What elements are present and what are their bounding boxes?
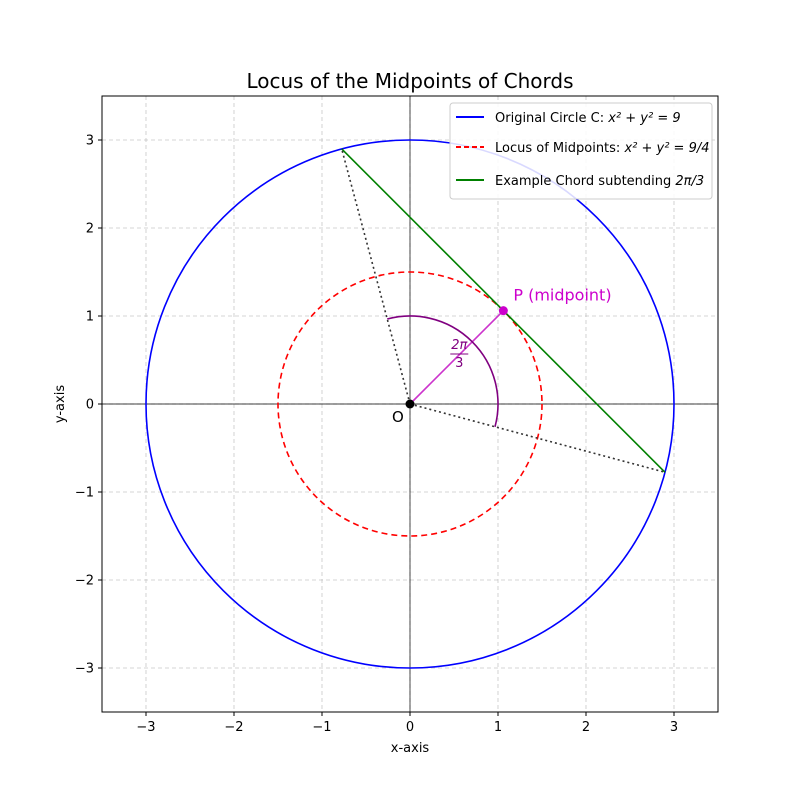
legend: Original Circle C: x² + y² = 9 Locus of M… [449,102,713,200]
radius-dotted-line [409,403,666,474]
x-axis-label: x-axis [391,741,430,756]
y-tick-label: 0 [86,398,94,413]
x-tick-label: 1 [494,720,502,735]
midpoint-segment [409,310,504,405]
annotation-layer: 2π 3 O P (midpoint) [340,148,666,474]
y-tick-label: −2 [75,574,94,589]
legend-label: Example Chord subtending 2π/3 [495,174,704,189]
legend-label: Original Circle C: x² + y² = 9 [495,111,681,126]
y-tick-label: −1 [75,486,94,501]
legend-item-original-circle: Original Circle C: x² + y² = 9 [456,111,681,126]
x-ticks: −3 −2 −1 0 1 2 3 [136,712,678,735]
y-ticks: −3 −2 −1 0 1 2 3 [75,134,102,677]
legend-label: Locus of Midpoints: x² + y² = 9/4 [495,141,710,156]
point-o [405,399,415,409]
x-tick-label: 0 [406,720,414,735]
legend-item-locus: Locus of Midpoints: x² + y² = 9/4 [456,141,710,156]
angle-label-numerator: 2π [451,338,467,353]
legend-item-chord: Example Chord subtending 2π/3 [456,174,704,189]
locus-circle [277,271,543,537]
y-axis-label: y-axis [53,385,68,423]
point-label-p: P (midpoint) [513,286,611,305]
angle-arc [387,315,499,427]
angle-label-denominator: 3 [455,356,463,371]
x-tick-label: −3 [136,720,155,735]
x-tick-label: 2 [582,720,590,735]
point-label-o: O [392,408,404,426]
x-tick-label: 3 [670,720,678,735]
x-tick-label: −1 [312,720,331,735]
y-tick-label: 1 [86,310,94,325]
y-tick-label: −3 [75,662,94,677]
point-p [498,306,508,316]
y-tick-label: 2 [86,222,94,237]
radius-dotted-line [340,148,411,405]
series-layer [145,139,675,669]
original-circle [145,139,675,669]
chart-title: Locus of the Midpoints of Chords [246,69,573,93]
legend-box [449,102,713,200]
y-tick-label: 3 [86,134,94,149]
x-tick-label: −2 [224,720,243,735]
